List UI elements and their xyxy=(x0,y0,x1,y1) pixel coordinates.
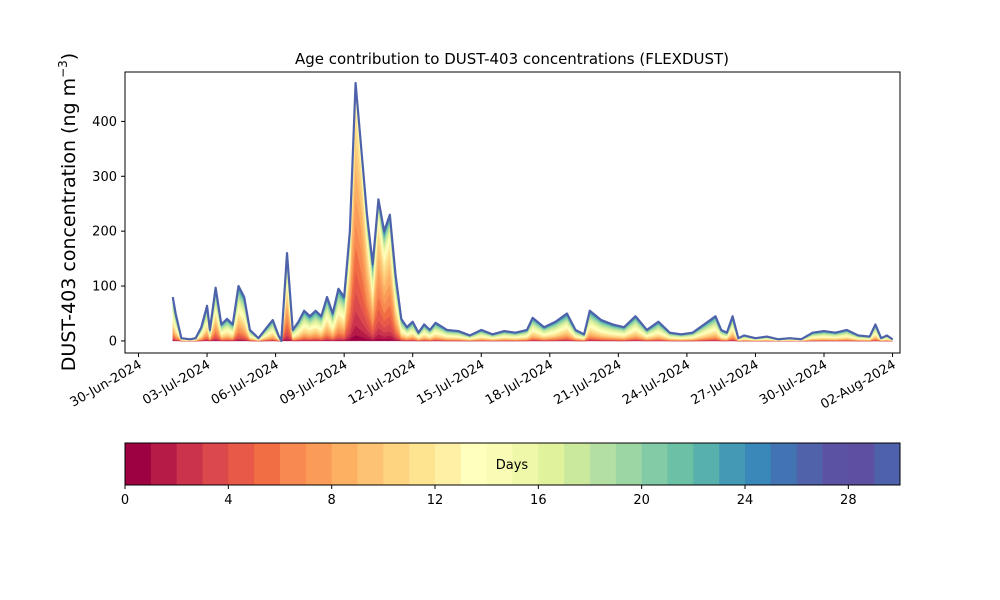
colorbar-tick-label: 8 xyxy=(328,493,336,508)
age-layer-21-22-days xyxy=(172,86,893,342)
age-layer-27-28-days xyxy=(172,83,893,342)
colorbar-tick-label: 12 xyxy=(427,493,444,508)
age-layers xyxy=(171,81,894,343)
age-layer-29-30-days xyxy=(172,82,893,342)
age-layer-12-13-days xyxy=(172,100,893,342)
y-axis-label-sup: −3 xyxy=(56,60,70,78)
age-layer-19-20-days xyxy=(172,87,893,342)
colorbar-cell xyxy=(745,443,772,485)
chart-title: Age contribution to DUST-403 concentrati… xyxy=(295,50,729,68)
plot-frame xyxy=(124,71,901,354)
age-layer-11-12-days xyxy=(172,109,893,342)
colorbar-tick-label: 4 xyxy=(224,493,232,508)
x-tick-label: 24-Jul-2024 xyxy=(620,357,693,408)
colorbar-cell xyxy=(874,443,901,485)
colorbar-label: Days xyxy=(496,458,529,473)
y-axis: 0 100 200 300 400 xyxy=(92,115,125,349)
x-tick-label: 02-Aug-2024 xyxy=(818,357,898,412)
colorbar-tick-label: 0 xyxy=(121,493,129,508)
colorbar-cell xyxy=(590,443,617,485)
colorbar-tick-label: 28 xyxy=(840,493,857,508)
age-layer-14-15-days xyxy=(172,91,893,342)
colorbar-cell xyxy=(254,443,281,485)
colorbar-cell xyxy=(331,443,358,485)
y-tick-label: 300 xyxy=(92,170,117,185)
colorbar-tick-label: 16 xyxy=(530,493,547,508)
plot-area: 0 100 200 300 400 30-Jun-202403-Jul-202406-J… xyxy=(68,71,901,413)
colorbar-cell xyxy=(770,443,798,485)
total-concentration-line xyxy=(171,81,894,343)
colorbar-tick-label: 24 xyxy=(737,493,754,508)
x-tick-label: 27-Jul-2024 xyxy=(689,357,762,408)
age-layer-22-23-days xyxy=(172,85,893,342)
colorbar-cell xyxy=(305,443,333,485)
age-layer-18-19-days xyxy=(172,87,893,342)
colorbar-cell xyxy=(435,443,462,485)
colorbar-cell xyxy=(848,443,875,485)
age-layer-8-9-days xyxy=(172,168,893,342)
age-layer-9-10-days xyxy=(172,143,893,342)
colorbar-tick-label: 20 xyxy=(633,493,650,508)
colorbar-cell xyxy=(796,443,823,485)
age-layer-26-27-days xyxy=(172,84,893,342)
age-layer-10-11-days xyxy=(172,123,893,342)
y-tick-label: 100 xyxy=(92,280,117,295)
colorbar-ticks: 0 4 8 12 16 20 24 28 xyxy=(121,485,857,508)
age-layer-17-18-days xyxy=(172,88,893,342)
age-layer-25-26-days xyxy=(172,84,893,342)
y-axis-label-main: DUST-403 concentration (ng m xyxy=(58,78,80,371)
x-tick-label: 18-Jul-2024 xyxy=(483,357,556,408)
colorbar-cell xyxy=(693,443,720,485)
colorbar-cell xyxy=(512,443,539,485)
age-layer-24-25-days xyxy=(172,85,893,342)
colorbar-cell xyxy=(486,443,513,485)
colorbar-cells xyxy=(125,443,901,485)
colorbar-cell xyxy=(357,443,384,485)
colorbar: Days 0 4 8 12 16 20 24 28 xyxy=(121,442,901,508)
age-layer-16-17-days xyxy=(172,88,893,342)
colorbar-cell xyxy=(176,443,203,485)
y-tick-label: 400 xyxy=(92,115,117,130)
colorbar-cell xyxy=(641,443,668,485)
y-axis-label-close: ) xyxy=(58,53,80,60)
colorbar-frame xyxy=(124,442,901,486)
colorbar-cell xyxy=(202,443,229,485)
x-tick-label: 21-Jul-2024 xyxy=(552,357,625,408)
age-layer-28-29-days xyxy=(172,83,893,342)
age-layer-13-14-days xyxy=(172,94,893,342)
colorbar-cell xyxy=(125,443,152,485)
age-layer-15-16-days xyxy=(172,90,893,342)
colorbar-cell xyxy=(719,443,746,485)
colorbar-cell xyxy=(228,443,255,485)
colorbar-cell xyxy=(538,443,565,485)
colorbar-cell xyxy=(667,443,694,485)
colorbar-cell xyxy=(383,443,410,485)
colorbar-cell xyxy=(615,443,643,485)
colorbar-cell xyxy=(280,443,307,485)
x-tick-label: 09-Jul-2024 xyxy=(277,357,350,408)
y-axis-label: DUST-403 concentration (ng m−3) xyxy=(56,53,80,371)
colorbar-cell xyxy=(150,443,178,485)
x-tick-label: 03-Jul-2024 xyxy=(140,357,213,408)
age-layer-23-24-days xyxy=(172,85,893,342)
y-tick-label: 0 xyxy=(109,334,117,349)
colorbar-cell xyxy=(409,443,436,485)
x-axis: 30-Jun-202403-Jul-202406-Jul-202409-Jul-… xyxy=(68,353,899,413)
colorbar-cell xyxy=(460,443,488,485)
age-layer-20-21-days xyxy=(172,86,893,342)
x-tick-label: 15-Jul-2024 xyxy=(414,357,487,408)
y-tick-label: 200 xyxy=(92,225,117,240)
colorbar-cell xyxy=(822,443,849,485)
x-tick-label: 06-Jul-2024 xyxy=(209,357,282,408)
colorbar-cell xyxy=(564,443,591,485)
x-tick-label: 12-Jul-2024 xyxy=(346,357,419,408)
